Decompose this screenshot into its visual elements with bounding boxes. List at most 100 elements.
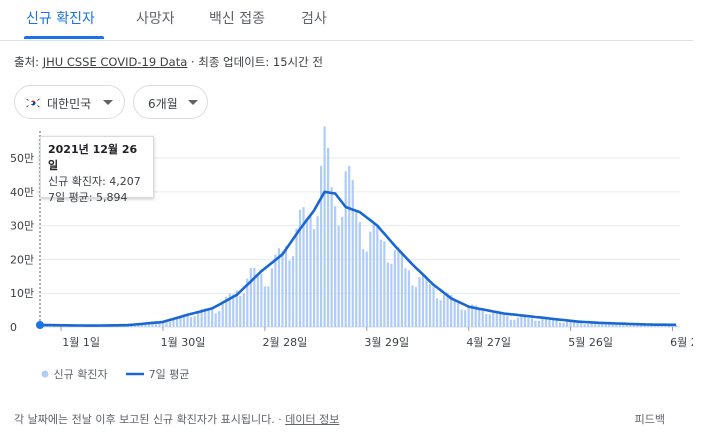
case-bar — [478, 308, 481, 327]
case-bar — [393, 250, 396, 327]
active-tab-indicator — [24, 36, 104, 39]
case-bar — [355, 209, 358, 327]
source-line: 출처: JHU CSSE COVID-19 Data · 최종 업데이트: 15… — [14, 54, 323, 70]
case-bar — [334, 206, 337, 327]
case-bar — [516, 317, 519, 327]
period-label: 6개월 — [148, 97, 178, 111]
x-tick-label: 5월 26일 — [568, 335, 613, 349]
case-bar — [211, 309, 214, 327]
case-bar — [235, 290, 238, 327]
case-bar — [362, 249, 365, 327]
case-bar — [446, 292, 449, 327]
case-bar — [151, 321, 154, 327]
tab-deaths[interactable]: 사망자 — [136, 11, 175, 27]
country-dropdown[interactable]: 대한민국 — [14, 85, 125, 119]
chevron-down-icon — [188, 100, 198, 105]
case-bar — [358, 222, 361, 327]
case-bar — [485, 313, 488, 327]
case-bar — [464, 310, 467, 327]
case-bar — [298, 209, 302, 327]
case-bar — [527, 318, 530, 327]
case-bar — [404, 268, 407, 327]
case-bar — [432, 286, 435, 327]
last-updated: 최종 업데이트: 15시간 전 — [198, 55, 323, 69]
country-label: 대한민국 — [47, 97, 92, 111]
case-bar — [467, 306, 470, 327]
tab-new-cases[interactable]: 신규 확진자 — [26, 11, 95, 27]
case-bar — [309, 215, 312, 327]
case-bar — [200, 308, 203, 327]
footer-note: 각 날짜에는 전날 이후 보고된 신규 확진자가 표시됩니다. · 데이터 정보 — [14, 411, 339, 427]
tab-testing[interactable]: 검사 — [301, 11, 327, 27]
case-bar — [365, 251, 368, 327]
case-bar — [495, 310, 498, 327]
case-bar — [218, 311, 221, 327]
case-bar — [562, 322, 565, 327]
source-prefix: 출처: — [14, 55, 40, 69]
x-tick-label: 1월 1일 — [62, 335, 100, 349]
case-bar — [569, 321, 572, 327]
case-bar — [481, 309, 484, 327]
case-bar — [161, 321, 165, 327]
case-bar — [537, 320, 541, 327]
case-bar — [625, 324, 628, 327]
case-bar — [186, 315, 189, 327]
legend-line-label: 7일 평균 — [148, 368, 190, 381]
case-bar — [204, 308, 207, 327]
y-tick-label: 0 — [10, 321, 17, 334]
case-bar — [256, 274, 259, 327]
case-bar — [453, 300, 456, 327]
feedback-link[interactable]: 피드백 — [634, 413, 665, 426]
source-link[interactable]: JHU CSSE COVID-19 Data — [42, 55, 188, 69]
data-info-link[interactable]: 데이터 정보 — [285, 413, 340, 426]
case-bar — [288, 260, 291, 327]
case-bar — [291, 256, 295, 327]
case-bar — [45, 325, 49, 327]
case-bar — [425, 276, 428, 327]
case-bar — [492, 311, 495, 327]
y-tick-label: 50만 — [10, 152, 34, 165]
case-bar — [172, 319, 175, 327]
x-tick-label: 3월 29일 — [364, 335, 409, 349]
case-bar — [228, 293, 231, 327]
case-bar — [558, 322, 562, 327]
case-bar — [499, 311, 502, 327]
case-bar — [383, 241, 386, 327]
line-legend-marker — [126, 372, 145, 376]
case-bar — [379, 239, 382, 327]
case-bar — [207, 310, 210, 327]
tab-vaccinations[interactable]: 백신 접종 — [209, 11, 265, 27]
case-bar — [305, 218, 309, 327]
korea-flag-icon — [25, 96, 41, 110]
case-bar — [158, 321, 161, 327]
case-bar — [165, 322, 168, 327]
case-bar — [341, 216, 344, 327]
y-tick-label: 40만 — [10, 186, 34, 199]
case-bar — [295, 228, 298, 327]
case-bar — [302, 207, 305, 327]
x-axis-ticks: 1월 1일 1월 30일 2월 28일 3월 29일 4월 27일 5월 26일 6월 24… — [60, 327, 693, 349]
case-bar — [597, 322, 600, 327]
case-bar — [506, 316, 509, 327]
cases-chart[interactable]: 0 10만 20만 30만 40만 50만 1월 1일 1월 30일 2월 28일 3월 29일… — [0, 125, 693, 355]
case-bar — [555, 320, 558, 327]
case-bar — [372, 223, 375, 327]
case-bar — [590, 323, 593, 327]
case-bar — [312, 229, 316, 327]
case-bar — [376, 226, 379, 327]
case-bar — [168, 321, 172, 327]
case-bar — [551, 320, 555, 327]
seven-day-average-line — [39, 190, 676, 327]
case-bar — [323, 126, 326, 327]
case-bar — [442, 294, 446, 327]
case-bar — [548, 318, 551, 327]
case-bar — [193, 316, 196, 327]
case-bar — [636, 325, 639, 327]
case-bar — [144, 323, 147, 327]
source-separator: · — [190, 55, 195, 69]
period-dropdown[interactable]: 6개월 — [133, 85, 208, 119]
case-bar — [520, 316, 523, 327]
y-tick-label: 30만 — [10, 220, 34, 233]
case-bar — [502, 314, 505, 327]
case-bar — [523, 316, 526, 327]
